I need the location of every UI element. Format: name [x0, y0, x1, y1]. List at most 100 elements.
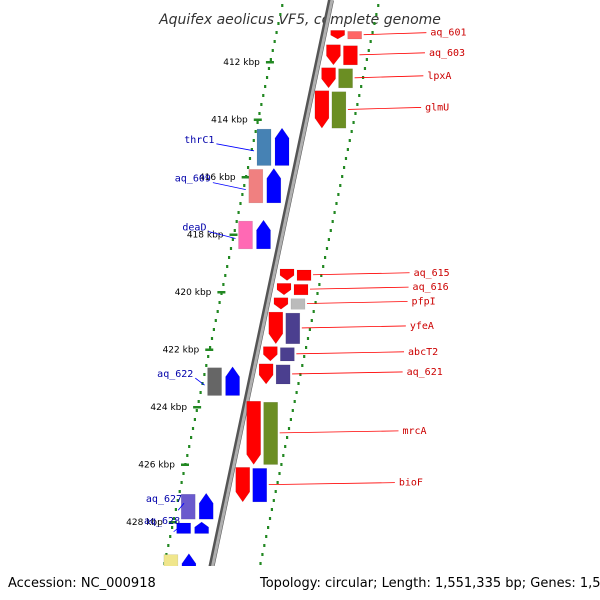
scale-tick [241, 176, 250, 179]
guide-dot [354, 112, 357, 115]
forward-gene-leader [313, 272, 410, 276]
guide-dot [310, 319, 313, 322]
guide-dot [222, 283, 225, 286]
guide-dot [329, 229, 332, 232]
guide-dot [226, 265, 229, 268]
guide-dot [169, 535, 172, 538]
forward-gene-leader [363, 32, 427, 36]
guide-dot [352, 121, 355, 124]
guide-dot [267, 67, 271, 70]
guide-dot [320, 274, 323, 277]
reverse-gene-cog-box [207, 367, 222, 396]
guide-dot [227, 256, 231, 259]
reverse-gene-arrow [256, 219, 271, 250]
reverse-gene-arrow [274, 127, 290, 166]
guide-dot [275, 31, 278, 34]
guide-dot [267, 526, 270, 529]
guide-dot [165, 553, 168, 556]
guide-dot [233, 229, 236, 232]
forward-gene-leader [354, 75, 424, 79]
reverse-gene-label: aq_628 [144, 516, 180, 527]
guide-dot [322, 265, 325, 268]
scale-tick-label: 412 kbp [223, 58, 260, 68]
guide-dot [348, 139, 351, 142]
guide-dot [207, 355, 210, 358]
forward-gene-arrow [268, 311, 284, 345]
guide-dot [270, 508, 274, 511]
guide-dot [337, 193, 340, 196]
forward-gene-label: aq_603 [429, 48, 465, 59]
scale-tick-label: 420 kbp [175, 288, 212, 298]
guide-dot [277, 22, 280, 25]
reverse-gene-arrow [198, 492, 214, 520]
forward-gene-cog-box [285, 312, 301, 344]
reverse-gene-arrow [225, 366, 240, 396]
guide-dot [375, 13, 378, 16]
guide-dot [312, 310, 315, 313]
guide-dot [325, 247, 329, 250]
guide-dot [265, 535, 268, 538]
guide-dot [369, 40, 372, 43]
forward-gene-cog-box [263, 402, 278, 465]
forward-gene-label: yfeA [410, 321, 434, 332]
guide-dot [214, 319, 217, 322]
reverse-gene-leader [173, 524, 183, 533]
guide-dot [199, 391, 202, 394]
guide-dot [235, 220, 238, 223]
guide-dot [261, 553, 264, 556]
forward-gene-label: bioF [399, 478, 423, 489]
scale-tick [253, 118, 262, 121]
scale-tick [205, 348, 214, 351]
guide-dot [248, 157, 252, 160]
reverse-gene-leader [216, 143, 255, 152]
forward-gene-arrow [246, 401, 261, 465]
forward-gene-arrow [330, 30, 345, 40]
forward-gene-cog-box [331, 91, 347, 129]
guide-dot [272, 499, 275, 502]
scale-tick [229, 233, 238, 236]
dotted-guides [155, 4, 380, 600]
guide-dot [254, 130, 257, 133]
forward-gene-arrow [276, 283, 292, 296]
guide-dot [377, 4, 380, 7]
guide-dot [373, 22, 376, 25]
guide-dot [323, 256, 327, 259]
reverse-gene-cog-box [238, 220, 253, 250]
forward-gene-cog-box [338, 68, 353, 89]
guide-dot [188, 445, 191, 448]
guide-dot [180, 481, 183, 484]
guide-dot [299, 373, 302, 376]
forward-gene-cog-box [290, 298, 306, 310]
guide-dot [231, 238, 234, 241]
guide-dot [264, 85, 267, 88]
guide-dot [331, 220, 334, 223]
forward-gene-leader [359, 52, 425, 56]
guide-dot [239, 202, 242, 205]
guide-dot [342, 166, 346, 169]
forward-gene-label: aq_621 [407, 367, 443, 378]
guide-dot [176, 499, 179, 502]
forward-gene-label: aq_616 [413, 282, 449, 293]
scale-tick-label: 416 kbp [199, 173, 236, 183]
guide-dot [252, 139, 255, 142]
guide-dot [279, 13, 282, 16]
guide-dot [293, 400, 296, 403]
guide-dot [268, 517, 272, 520]
guide-dot [229, 247, 233, 250]
forward-gene-cog-box [296, 269, 312, 281]
guide-dot [260, 103, 263, 106]
forward-gene-arrow [235, 467, 250, 503]
guide-dot [246, 166, 250, 169]
forward-gene-label: lpxA [427, 71, 451, 82]
guide-dot [250, 148, 253, 151]
forward-gene-cog-box [293, 284, 309, 296]
guide-dot [262, 94, 265, 97]
scale-tick-label: 414 kbp [211, 116, 248, 126]
reverse-gene-leader [212, 182, 246, 191]
guide-dot [208, 346, 212, 349]
guide-dot [339, 184, 342, 187]
reverse-gene-label: aq_622 [157, 369, 193, 380]
guide-dot [269, 58, 272, 61]
footer-background [0, 566, 600, 600]
